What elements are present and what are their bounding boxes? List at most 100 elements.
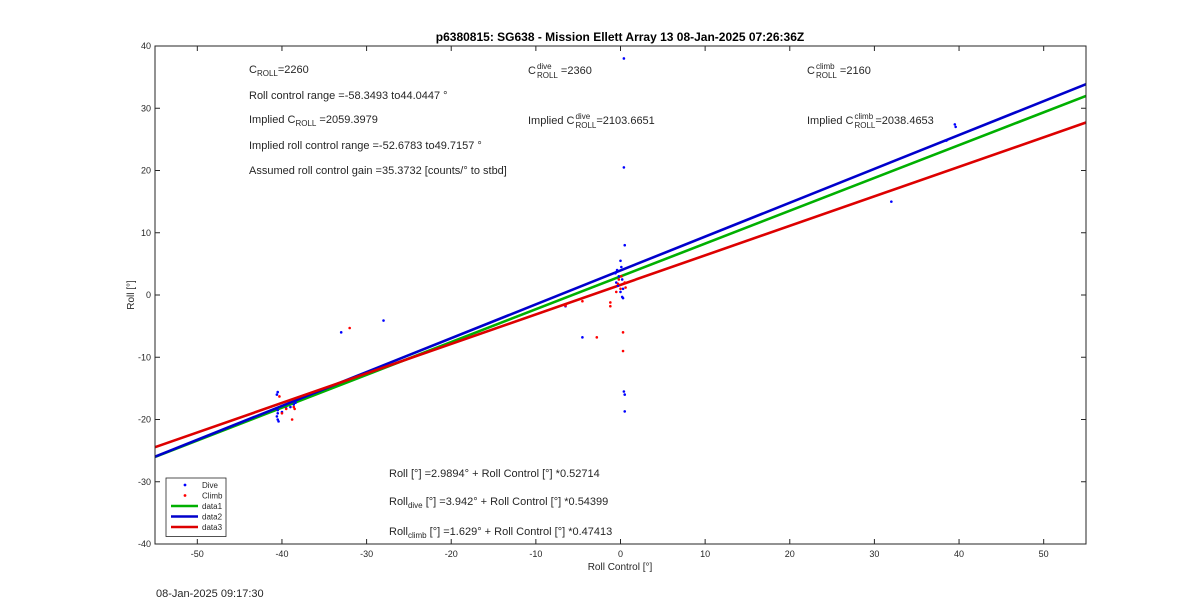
legend-marker: [183, 483, 187, 487]
data-points: [275, 57, 957, 423]
x-tick-label: 30: [869, 549, 879, 559]
climb-point: [290, 418, 294, 421]
climb-point: [621, 349, 625, 353]
dive-point: [275, 393, 279, 396]
climb-point: [278, 395, 281, 398]
dive-point: [615, 268, 619, 272]
dive-point: [945, 139, 948, 142]
y-tick-label: -40: [138, 539, 151, 549]
dive-point: [276, 411, 280, 415]
fit-line-data3: [154, 121, 1087, 449]
dive-point: [339, 331, 343, 334]
climb-point: [609, 301, 612, 304]
x-tick-label: 0: [618, 549, 623, 559]
dive-point: [622, 390, 626, 393]
climb-point: [348, 326, 351, 330]
x-tick-label: 50: [1039, 549, 1049, 559]
dive-point: [890, 200, 893, 203]
climb-point: [581, 299, 584, 303]
annotation-c-roll: CROLL=2260: [249, 64, 309, 79]
y-tick-label: 0: [146, 290, 151, 300]
y-tick-label: -30: [138, 477, 151, 487]
dive-point: [623, 393, 627, 396]
climb-point: [609, 304, 612, 308]
legend-label: Climb: [202, 492, 223, 501]
dive-point: [277, 420, 280, 423]
dive-point: [617, 275, 621, 278]
dive-point: [619, 259, 622, 263]
dive-point: [621, 296, 625, 300]
x-tick-label: 20: [785, 549, 795, 559]
climb-point: [564, 304, 567, 307]
climb-point: [624, 286, 627, 289]
climb-point: [616, 282, 620, 286]
y-tick-label: -10: [138, 352, 151, 362]
annotation-fit-dive: Rolldive [°] =3.942° + Roll Control [°] …: [389, 496, 609, 511]
dive-point: [623, 410, 627, 413]
x-axis-label: Roll Control [°]: [588, 562, 653, 573]
dive-point: [620, 278, 624, 281]
y-axis-label: Roll [°]: [126, 280, 137, 310]
dive-point: [622, 57, 626, 60]
dive-point: [953, 123, 957, 126]
dive-point: [622, 166, 626, 169]
climb-point: [595, 336, 599, 339]
dive-point: [581, 336, 584, 339]
dive-point: [292, 403, 296, 406]
dive-point: [614, 271, 617, 275]
legend-label: data1: [202, 502, 223, 511]
axis-ticks: -50 -40 -30 -20 -10 0 10 20 30 40 50 -40 -30 -20 -10 0 1…: [138, 41, 1086, 559]
y-tick-label: 30: [141, 103, 151, 113]
x-tick-label: -20: [445, 549, 458, 559]
figure-timestamp: 08-Jan-2025 09:17:30: [156, 588, 264, 600]
climb-point: [623, 281, 627, 284]
climb-point: [293, 407, 296, 411]
climb-point: [614, 290, 618, 294]
x-tick-label: -50: [191, 549, 204, 559]
climb-point: [620, 275, 623, 278]
dive-point: [276, 408, 280, 412]
annotation-fit-all: Roll [°] =2.9894° + Roll Control [°] *0.…: [389, 468, 600, 480]
legend-label: data2: [202, 513, 223, 522]
legend-label: data3: [202, 523, 223, 532]
dive-point: [382, 319, 385, 322]
chart-title: p6380815: SG638 - Mission Ellett Array 1…: [436, 30, 804, 44]
dive-point: [276, 390, 280, 394]
x-tick-label: 40: [954, 549, 964, 559]
x-tick-label: -40: [275, 549, 288, 559]
x-tick-label: 10: [700, 549, 710, 559]
fit-line-data2: [154, 83, 1087, 458]
y-tick-label: 40: [141, 41, 151, 51]
annotation-implied-range: Implied roll control range =-52.6783 to4…: [249, 140, 482, 152]
legend-marker: [183, 494, 187, 497]
x-tick-label: -30: [360, 549, 373, 559]
dive-point: [275, 415, 279, 418]
dive-point: [620, 265, 623, 269]
y-tick-label: 10: [141, 228, 151, 238]
climb-point: [619, 287, 622, 291]
climb-point: [280, 411, 284, 415]
climb-point: [617, 278, 621, 281]
annotation-implied-c-roll: Implied CROLL =2059.3979: [249, 114, 378, 129]
dive-point: [294, 401, 297, 404]
annotation-fit-climb: Rollclimb [°] =1.629° + Roll Control [°]…: [389, 526, 613, 541]
dive-point: [621, 287, 625, 291]
climb-point: [284, 407, 288, 411]
dive-point: [954, 125, 957, 129]
x-tick-label: -10: [529, 549, 542, 559]
annotation-roll-range: Roll control range =-58.3493 to44.0447 °: [249, 90, 448, 102]
legend-label: Dive: [202, 481, 219, 490]
y-tick-label: -20: [138, 415, 151, 425]
annotation-gain: Assumed roll control gain =35.3732 [coun…: [249, 165, 507, 177]
climb-point: [621, 331, 625, 334]
dive-point: [623, 243, 627, 247]
y-tick-label: 20: [141, 166, 151, 176]
dive-point: [289, 405, 292, 409]
dive-point: [616, 284, 620, 287]
